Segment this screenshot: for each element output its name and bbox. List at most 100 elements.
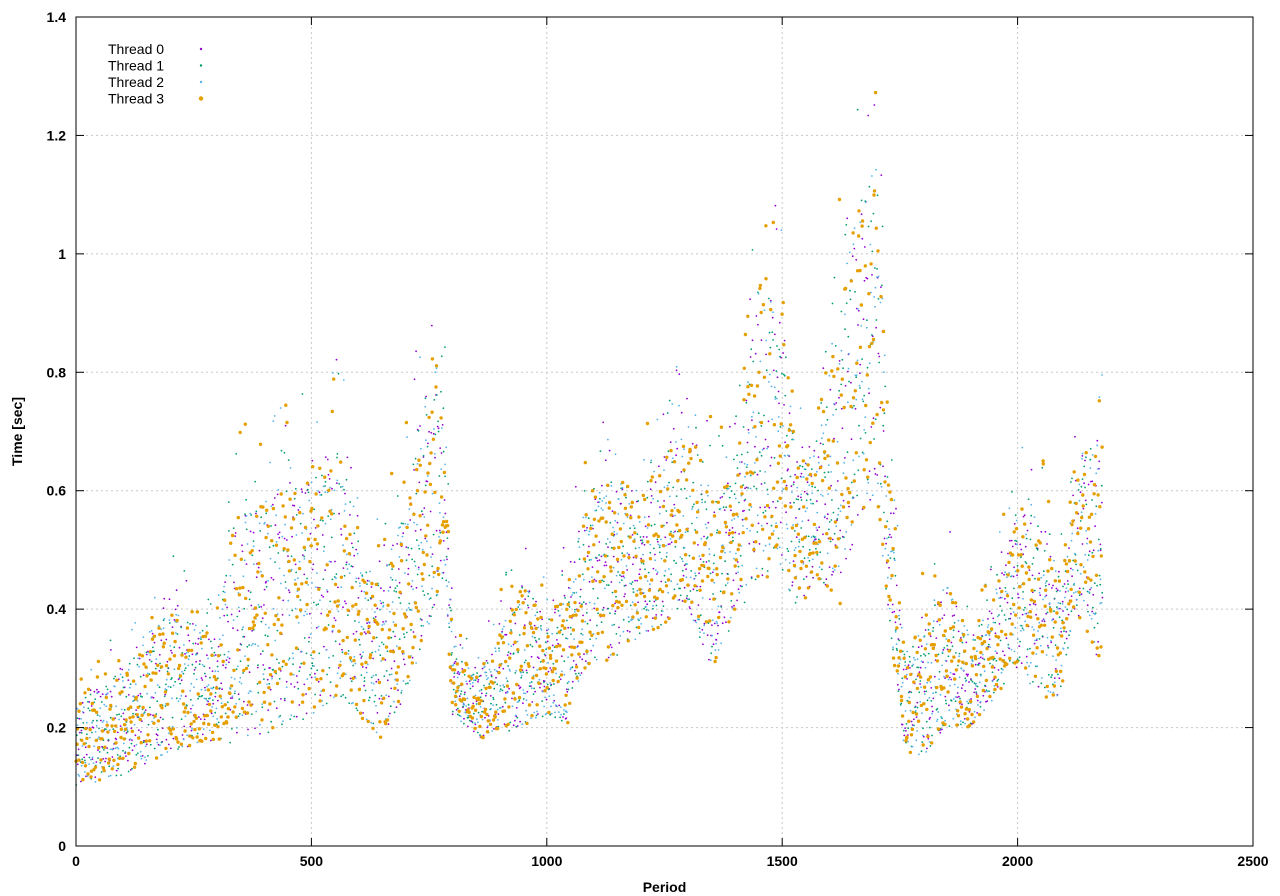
data-point xyxy=(782,352,785,354)
data-point xyxy=(647,609,650,612)
data-point xyxy=(327,610,332,614)
data-point xyxy=(518,603,521,606)
data-point xyxy=(143,712,145,715)
data-point xyxy=(106,688,109,691)
data-point xyxy=(195,660,198,663)
data-point xyxy=(341,651,344,654)
data-point xyxy=(295,514,298,516)
data-point xyxy=(247,626,252,631)
data-point xyxy=(225,659,228,661)
data-point xyxy=(355,630,358,633)
data-point xyxy=(95,724,98,727)
data-point xyxy=(717,615,721,620)
data-point xyxy=(172,684,175,687)
data-point xyxy=(424,405,427,408)
data-point xyxy=(119,725,122,727)
data-point xyxy=(342,694,344,696)
data-point xyxy=(776,376,779,379)
data-point xyxy=(406,436,408,438)
data-point xyxy=(252,531,255,534)
data-point xyxy=(1019,640,1021,643)
data-point xyxy=(832,570,835,573)
data-point xyxy=(742,426,745,428)
data-point xyxy=(306,537,311,541)
data-point xyxy=(569,668,572,671)
data-point xyxy=(1076,598,1078,601)
data-point xyxy=(989,646,991,649)
data-point xyxy=(131,715,135,719)
data-point xyxy=(96,719,98,722)
data-point xyxy=(970,679,973,681)
data-point xyxy=(212,699,214,701)
data-point xyxy=(360,674,363,676)
data-point xyxy=(285,490,288,493)
data-point xyxy=(504,691,507,694)
data-point xyxy=(362,651,364,654)
data-point xyxy=(227,650,230,653)
data-point xyxy=(598,501,601,504)
data-point xyxy=(944,659,947,662)
data-point xyxy=(588,580,591,583)
data-point xyxy=(374,616,377,618)
data-point xyxy=(1058,570,1060,573)
data-point xyxy=(697,604,700,606)
data-point xyxy=(398,556,401,558)
data-point xyxy=(893,551,895,554)
data-point xyxy=(426,475,429,477)
data-point xyxy=(850,381,852,384)
data-point xyxy=(646,496,649,499)
data-point xyxy=(503,697,507,701)
data-point xyxy=(1017,593,1019,595)
data-point xyxy=(563,626,567,630)
data-point xyxy=(275,707,278,710)
data-point xyxy=(1087,554,1090,557)
data-point xyxy=(784,394,787,397)
data-point xyxy=(1084,459,1086,462)
data-point xyxy=(105,728,107,731)
data-point xyxy=(433,490,437,494)
data-point xyxy=(502,667,505,670)
data-point xyxy=(812,576,814,579)
data-point xyxy=(289,672,293,676)
data-point xyxy=(1013,650,1016,653)
data-point xyxy=(143,739,145,742)
data-point xyxy=(95,761,98,763)
data-point xyxy=(147,650,149,653)
data-point xyxy=(609,569,613,573)
data-point xyxy=(159,662,161,665)
data-point xyxy=(306,488,309,491)
data-point xyxy=(379,654,382,657)
data-point xyxy=(1026,673,1029,676)
data-point xyxy=(197,637,200,640)
data-point xyxy=(371,651,374,654)
data-point xyxy=(831,567,834,570)
data-point xyxy=(960,637,962,639)
data-point xyxy=(643,543,646,546)
data-point xyxy=(1013,523,1016,525)
data-point xyxy=(818,566,821,568)
data-point xyxy=(610,532,614,536)
data-point xyxy=(1028,665,1030,668)
data-point xyxy=(718,435,720,437)
data-point xyxy=(1040,677,1043,679)
data-point xyxy=(190,648,194,653)
data-point xyxy=(268,682,271,685)
data-point xyxy=(737,543,741,547)
data-point xyxy=(968,711,971,713)
data-point xyxy=(246,657,250,662)
data-point xyxy=(439,447,442,449)
data-point xyxy=(141,755,144,757)
data-point xyxy=(740,492,744,496)
data-point xyxy=(709,572,712,575)
data-point xyxy=(109,703,113,708)
data-point xyxy=(155,658,158,660)
data-point xyxy=(294,487,297,490)
data-point xyxy=(626,484,630,489)
data-point xyxy=(418,463,422,467)
data-point xyxy=(516,640,519,643)
data-point xyxy=(751,419,753,422)
data-point xyxy=(774,204,777,207)
data-point xyxy=(421,577,425,581)
data-point xyxy=(936,720,938,722)
data-point xyxy=(629,604,632,607)
